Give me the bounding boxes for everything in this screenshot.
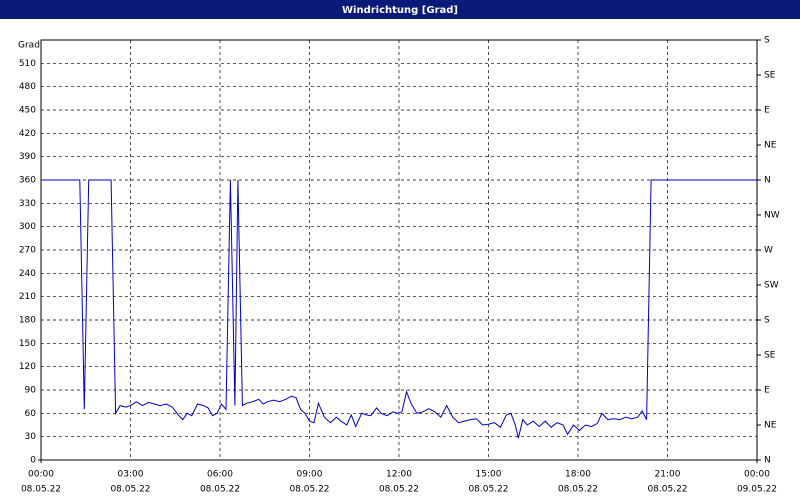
y-tick-label: 30 [25,432,37,442]
y2-tick-label: W [764,246,773,256]
y-tick-label: 360 [19,176,36,186]
y2-tick-label: E [764,386,770,396]
x-tick-date: 08.05.22 [379,485,419,495]
y-tick-label: 0 [30,456,36,466]
y2-tick-label: S [764,316,770,326]
y-tick-label: 480 [19,82,36,92]
y-tick-label: 510 [19,59,36,69]
x-tick-date: 08.05.22 [558,485,598,495]
x-tick-date: 08.05.22 [289,485,329,495]
y-tick-label: 90 [25,386,37,396]
y-tick-label: 60 [25,409,37,419]
y-tick-label: 420 [19,129,36,139]
x-tick-date: 08.05.22 [200,485,240,495]
x-tick-date: 08.05.22 [110,485,150,495]
x-tick-label: 15:00 [476,470,502,480]
y2-tick-label: SE [764,71,776,81]
x-tick-date: 08.05.22 [647,485,687,495]
title-bar [0,0,800,19]
y-tick-label: 450 [19,106,36,116]
y-tick-label: 270 [19,246,36,256]
y-tick-label: 240 [19,269,36,279]
x-tick-label: 09:00 [297,470,323,480]
x-tick-label: 03:00 [118,470,144,480]
x-tick-label: 00:00 [744,470,770,480]
y-tick-label: 150 [19,339,36,349]
y2-tick-label: S [764,36,770,46]
x-tick-date: 09.05.22 [737,485,777,495]
x-tick-label: 21:00 [655,470,681,480]
y2-tick-label: E [764,106,770,116]
x-tick-label: 18:00 [565,470,591,480]
x-tick-label: 06:00 [207,470,233,480]
x-tick-date: 08.05.22 [21,485,61,495]
y-tick-label: 210 [19,292,36,302]
y2-tick-label: NE [764,421,777,431]
y2-tick-label: SE [764,351,776,361]
y-tick-label: 390 [19,152,36,162]
y2-tick-label: N [764,176,771,186]
y2-tick-label: SW [764,281,779,291]
chart-title: Windrichtung [Grad] [342,5,458,16]
x-tick-label: 00:00 [28,470,54,480]
y2-tick-label: N [764,456,771,466]
y-axis-label: Grad [18,41,40,51]
y-tick-label: 330 [19,199,36,209]
y-tick-label: 120 [19,362,36,372]
data-line [41,179,757,439]
y-tick-label: 180 [19,316,36,326]
y2-tick-label: NE [764,141,777,151]
y2-tick-label: NW [764,211,780,221]
y-tick-label: 300 [19,222,36,232]
x-tick-date: 08.05.22 [468,485,508,495]
x-tick-label: 12:00 [386,470,412,480]
